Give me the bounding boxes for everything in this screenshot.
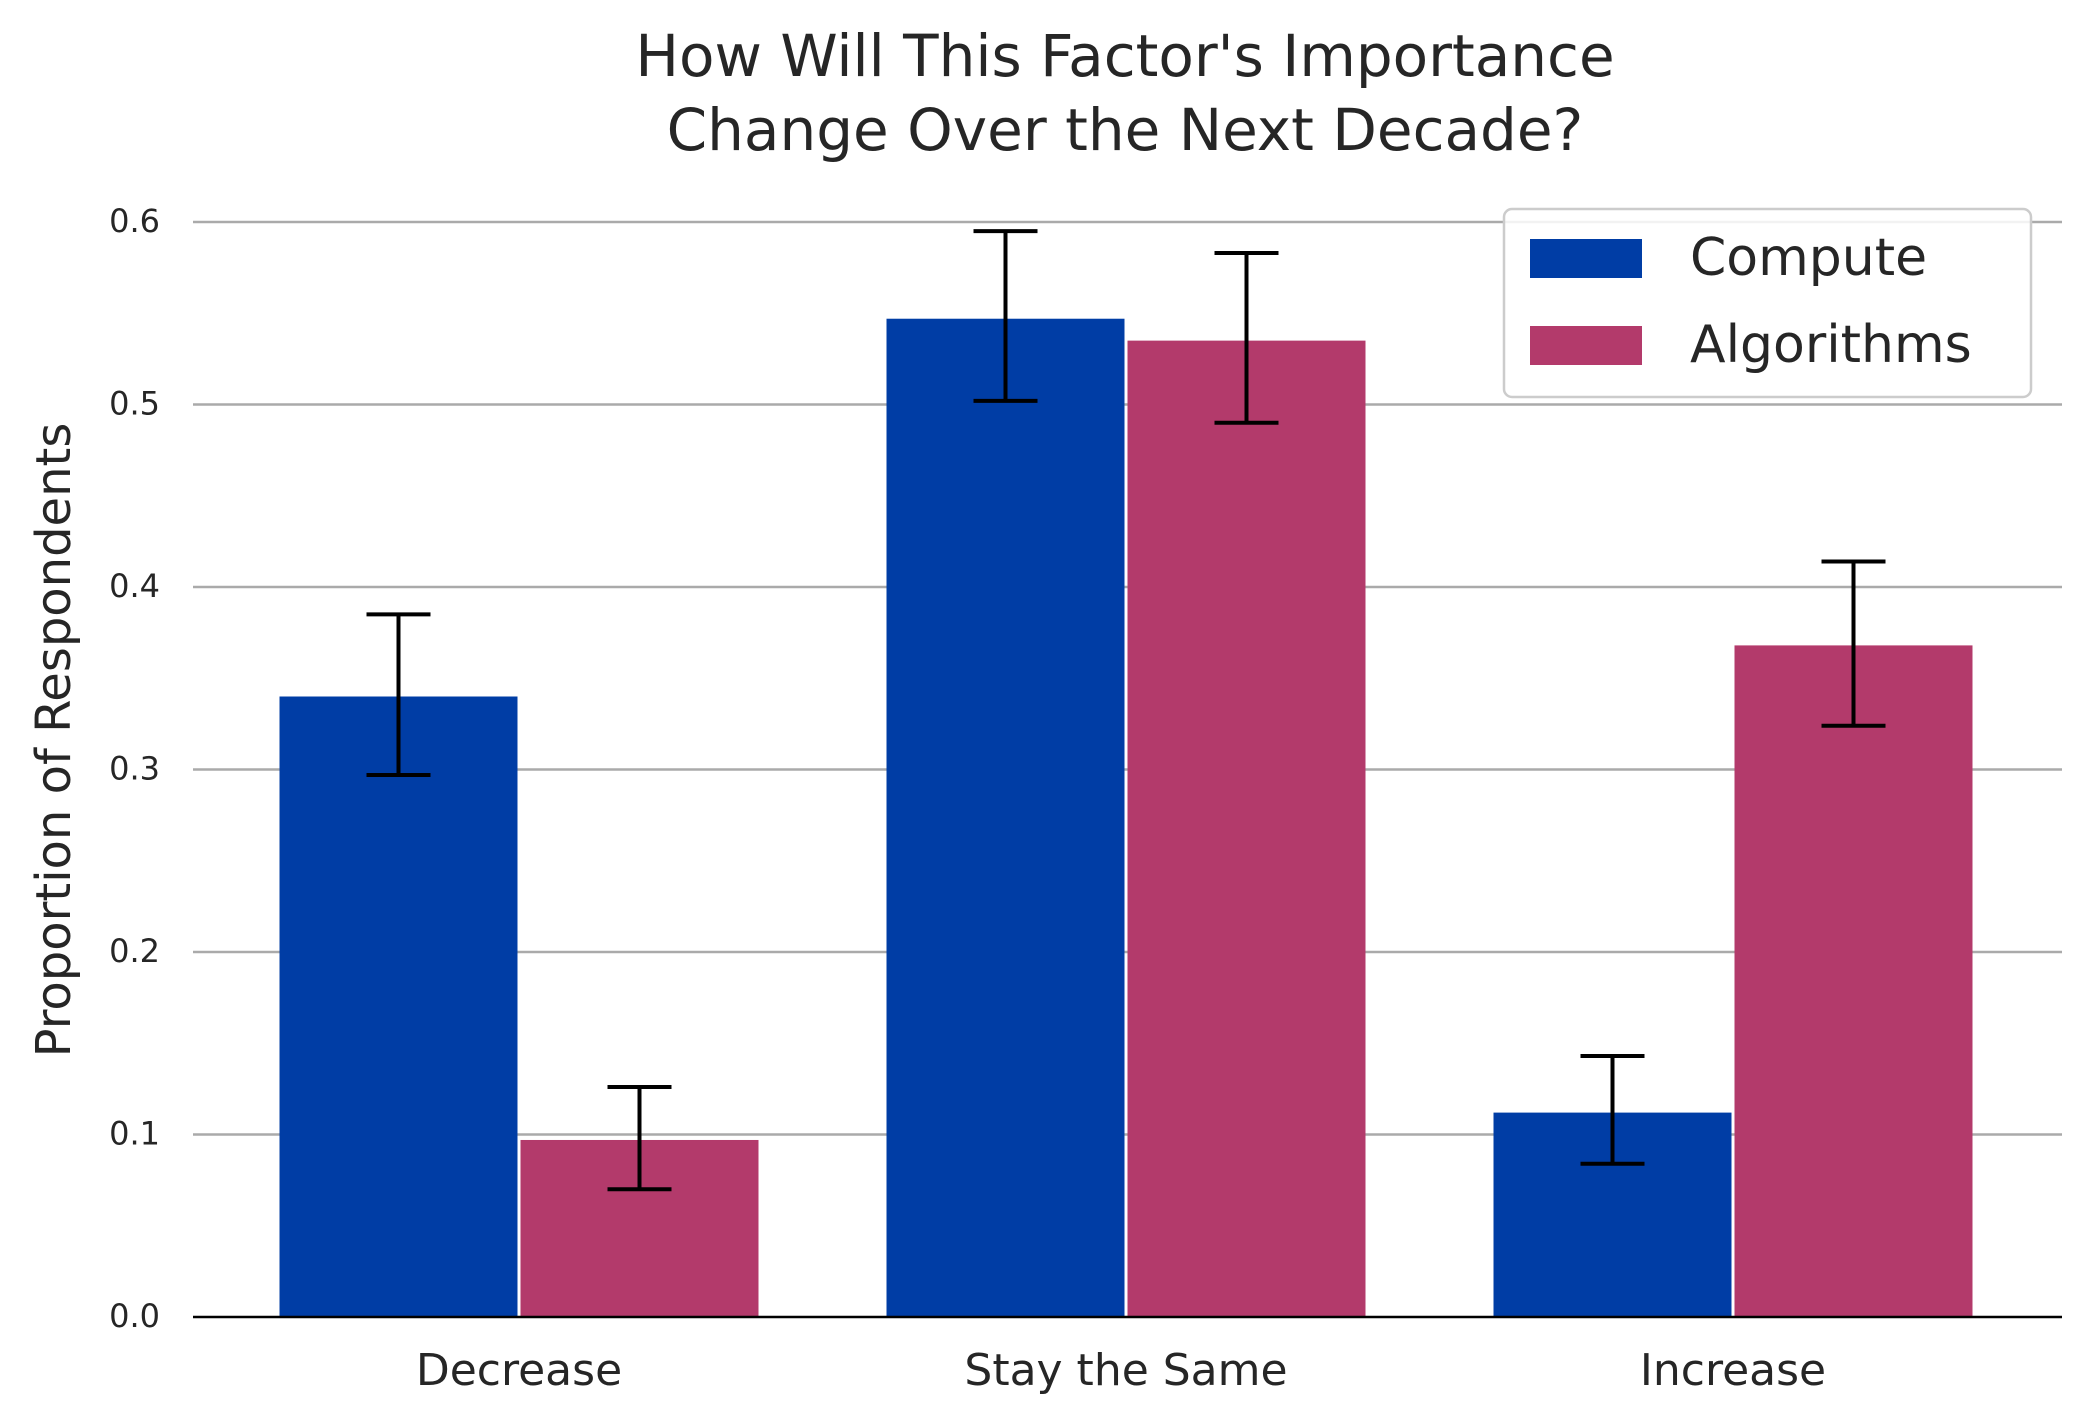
y-tick-label: 0.5 bbox=[109, 385, 160, 423]
bar-algorithms bbox=[1734, 645, 1973, 1317]
chart-title-line-1: How Will This Factor's Importance bbox=[635, 22, 1614, 90]
x-tick-label: Increase bbox=[1640, 1345, 1826, 1396]
y-tick-label: 0.6 bbox=[109, 202, 160, 240]
error-bars bbox=[366, 229, 1886, 1192]
y-axis-label: Proportion of Respondents bbox=[26, 423, 82, 1058]
axes: 0.0 0.1 0.2 0.3 0.4 0.5 0.6 Decrease Stay the Sa… bbox=[109, 202, 2062, 1396]
chart-title-line-2: Change Over the Next Decade? bbox=[667, 96, 1584, 164]
y-tick-label: 0.3 bbox=[109, 750, 160, 788]
legend-label: Compute bbox=[1690, 228, 1927, 288]
bar-compute bbox=[279, 696, 518, 1317]
legend-swatch bbox=[1530, 326, 1642, 365]
chart-title: How Will This Factor's Importance Change… bbox=[635, 22, 1614, 164]
y-tick-label: 0.0 bbox=[109, 1297, 160, 1335]
x-tick-label: Stay the Same bbox=[964, 1345, 1287, 1396]
legend-label: Algorithms bbox=[1690, 315, 1972, 375]
legend: Compute Algorithms bbox=[1502, 207, 2033, 399]
y-tick-label: 0.4 bbox=[109, 567, 160, 605]
y-tick-label: 0.1 bbox=[109, 1115, 160, 1153]
x-tick-label: Decrease bbox=[416, 1345, 622, 1396]
bar-algorithms bbox=[1127, 340, 1366, 1317]
y-tick-label: 0.2 bbox=[109, 932, 160, 970]
legend-swatch bbox=[1530, 239, 1642, 278]
bar-compute bbox=[886, 318, 1125, 1318]
bars bbox=[279, 318, 1973, 1318]
